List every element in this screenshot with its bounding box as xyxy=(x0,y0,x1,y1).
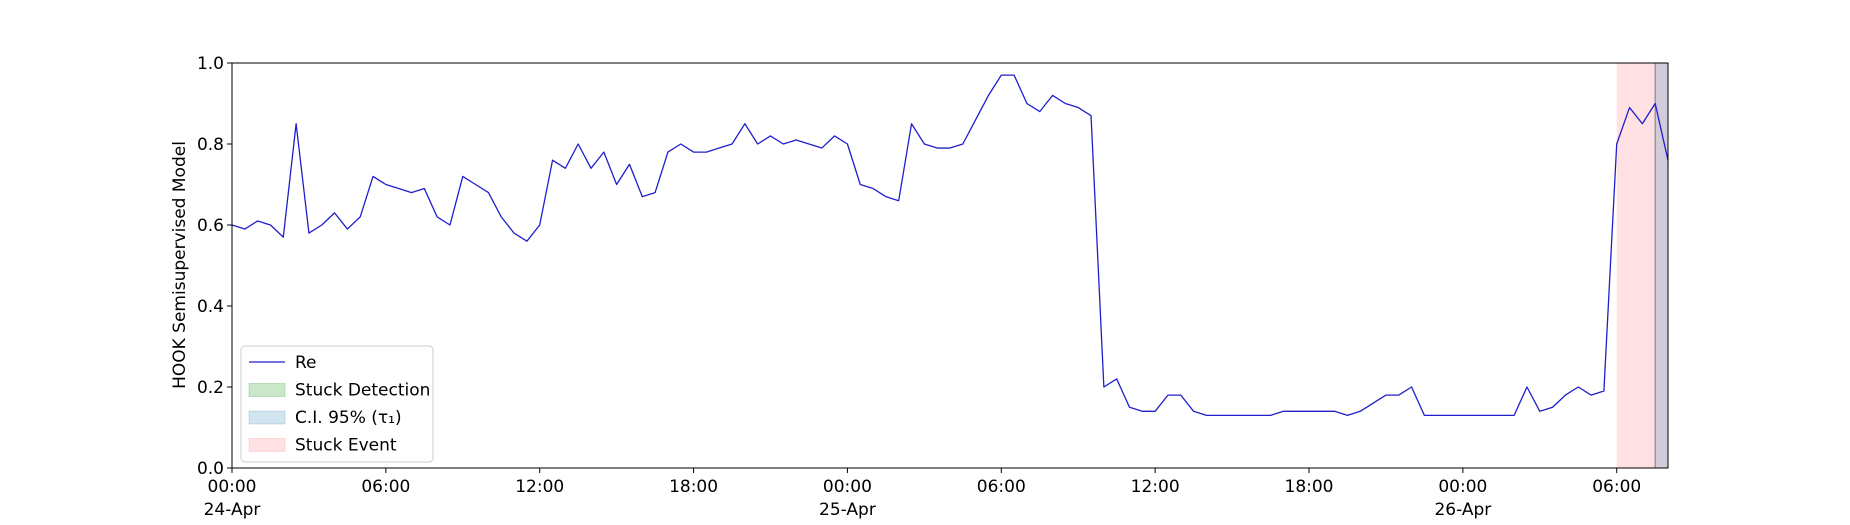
legend-patch xyxy=(248,438,286,452)
legend-label: Re xyxy=(295,353,317,373)
span xyxy=(1655,63,1668,468)
x-tick-label: 18:00 xyxy=(1285,477,1334,497)
y-tick-label: 0.6 xyxy=(197,216,224,236)
x-tick-label: 12:00 xyxy=(515,477,564,497)
span xyxy=(1616,63,1668,468)
y-tick-label: 0.8 xyxy=(197,135,224,155)
legend-patch xyxy=(248,383,286,397)
legend-label: Stuck Detection xyxy=(295,381,430,401)
x-tick-label: 06:00 xyxy=(977,477,1026,497)
x-tick-label: 00:00 26-Apr xyxy=(1434,477,1491,520)
plot-frame xyxy=(231,62,1669,469)
y-tick-label: 1.0 xyxy=(197,54,224,74)
legend-frame xyxy=(240,345,434,463)
x-tick-label: 00:00 25-Apr xyxy=(819,477,876,520)
x-tick-label: 06:00 xyxy=(1592,477,1641,497)
legend-label: Stuck Event xyxy=(295,436,397,456)
data-line xyxy=(231,74,1669,416)
legend: Re Stuck Detection C.I. 95% (τ₁) Stuck Even… xyxy=(240,345,434,463)
y-tick-label: 0.0 xyxy=(197,459,224,479)
legend-label: C.I. 95% (τ₁) xyxy=(295,408,402,428)
y-tick-label: 0.2 xyxy=(197,378,224,398)
y-tick-label: 0.4 xyxy=(197,297,224,317)
legend-patch xyxy=(248,410,286,425)
x-tick-label: 12:00 xyxy=(1131,477,1180,497)
x-tick-label: 18:00 xyxy=(669,477,718,497)
x-tick-label: 06:00 xyxy=(361,477,410,497)
y-axis-label: HOOK Semisupervised Model xyxy=(170,141,190,389)
